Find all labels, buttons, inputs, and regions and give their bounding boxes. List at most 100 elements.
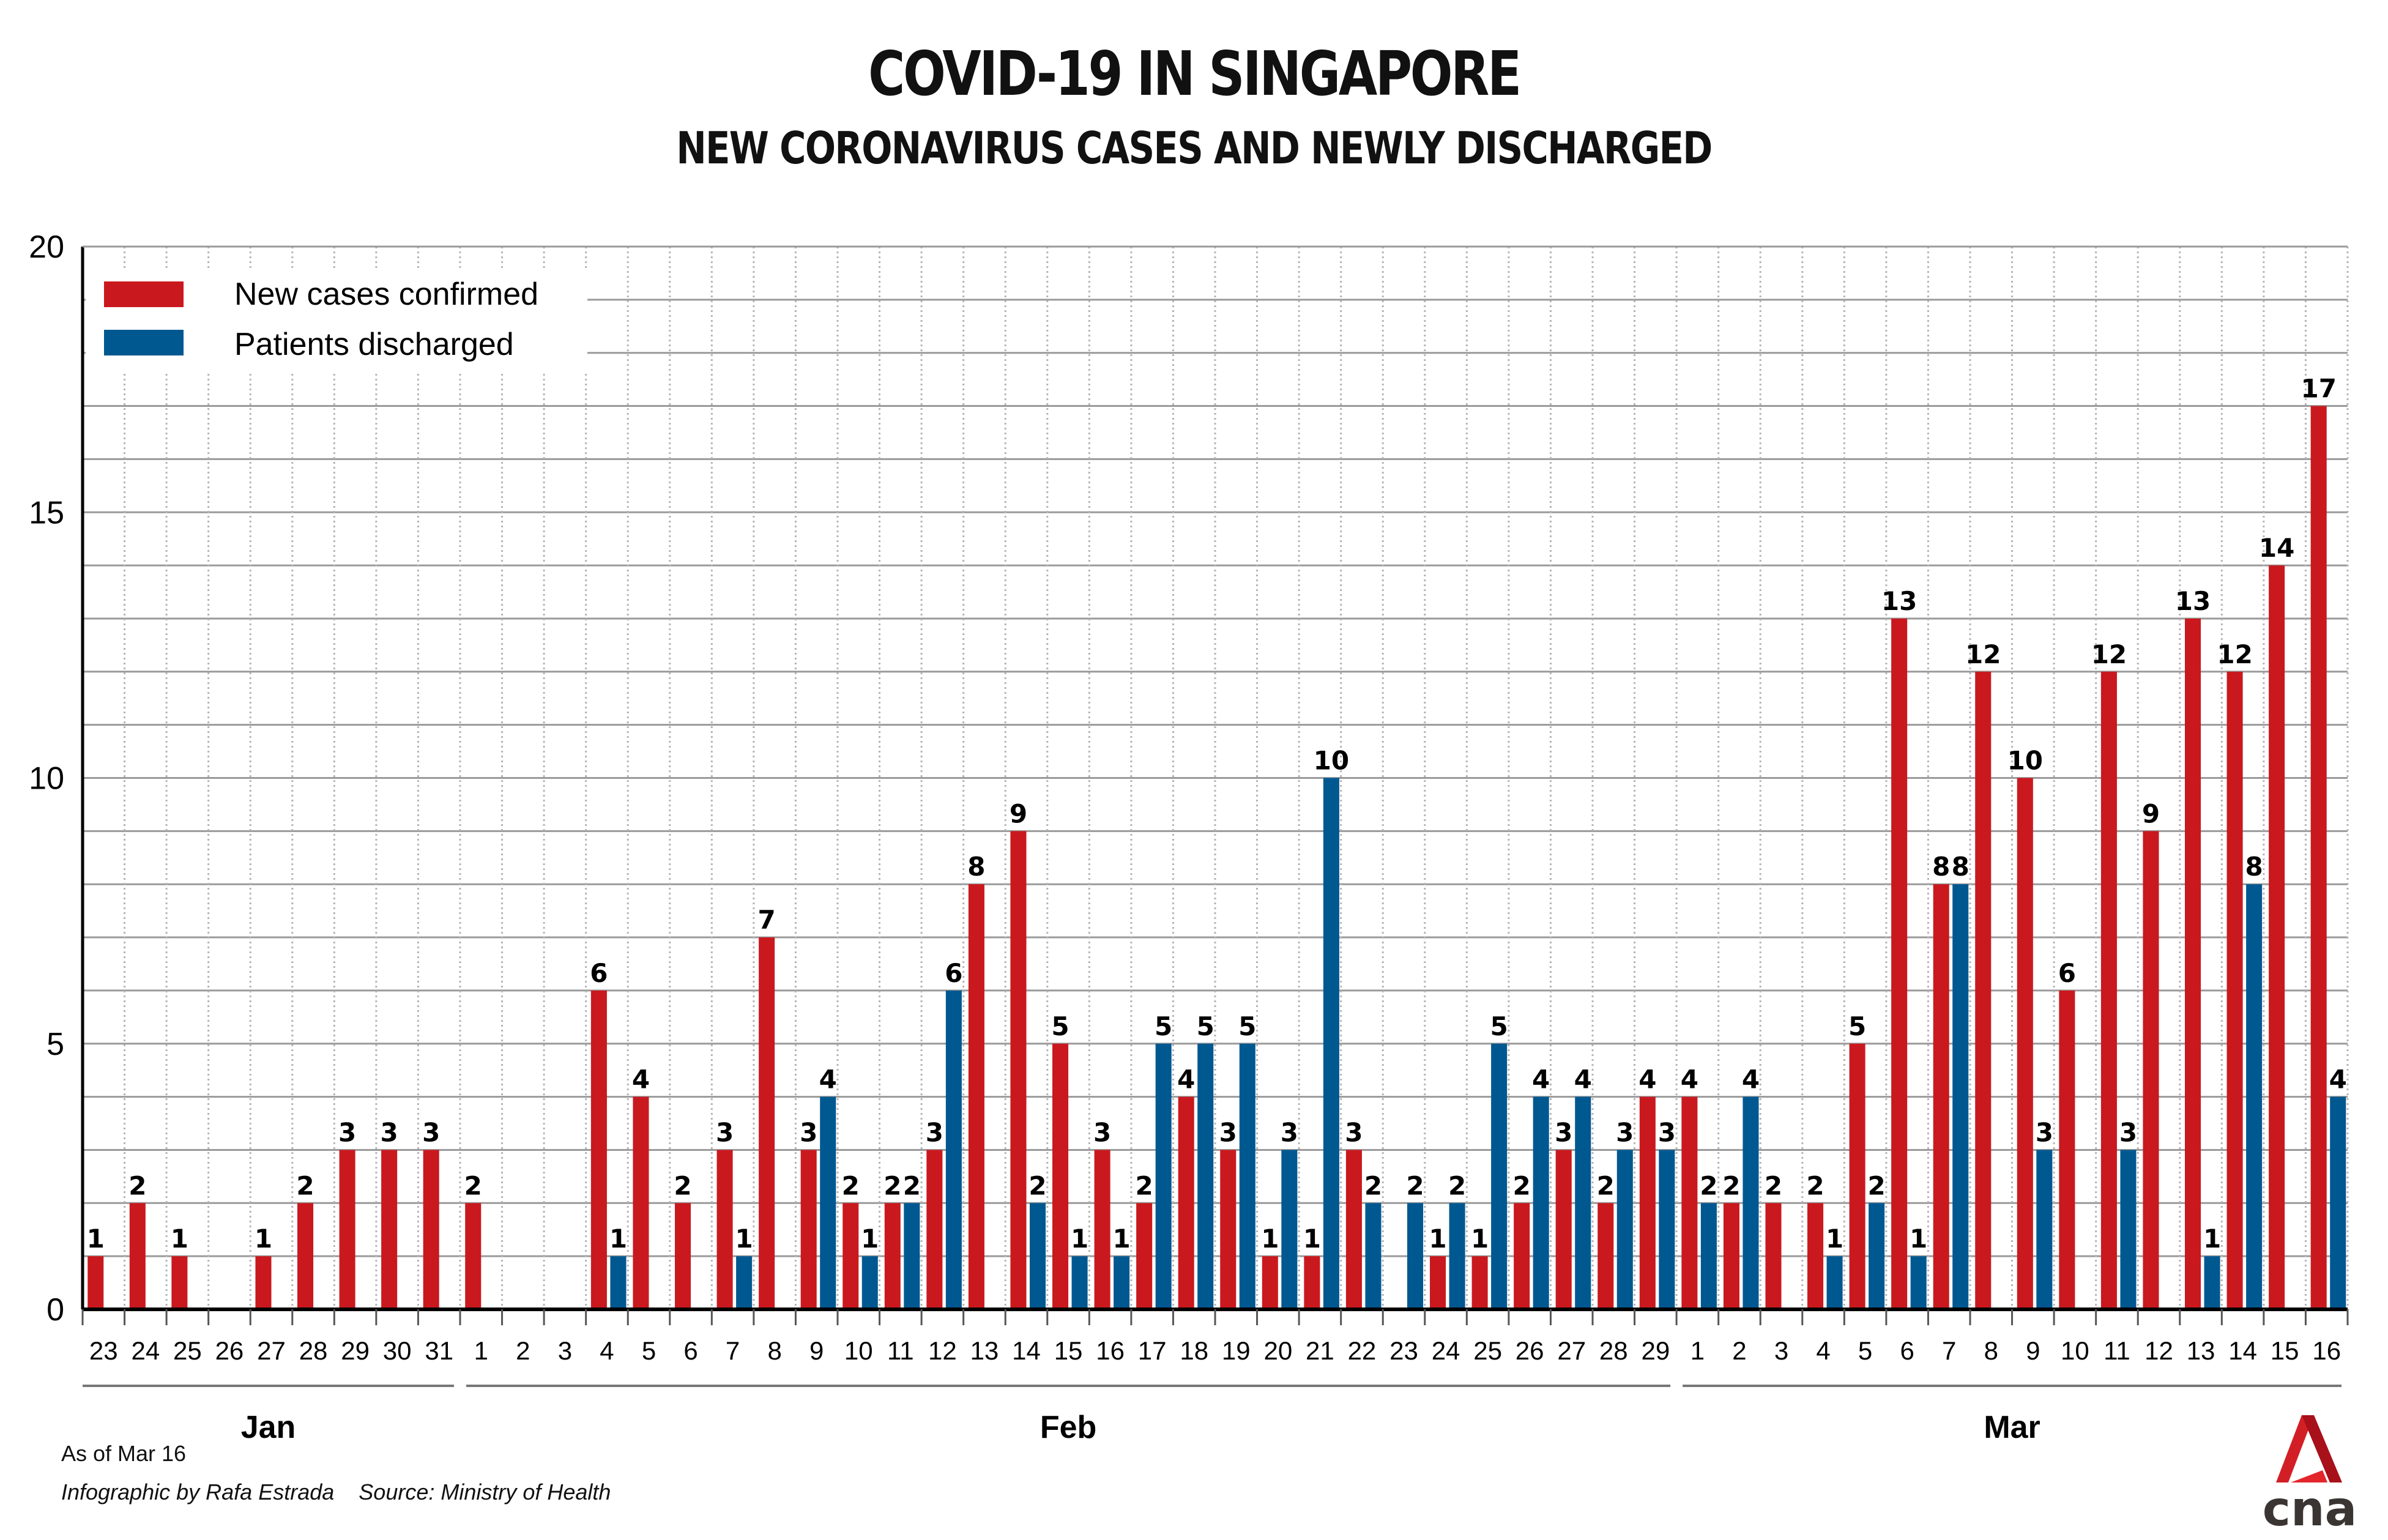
x-tick-label: 6 — [683, 1336, 697, 1365]
x-tick-label: 21 — [1306, 1336, 1334, 1365]
bar-discharged — [1952, 884, 1969, 1309]
bar-discharged — [820, 1096, 836, 1309]
data-label-discharged: 1 — [735, 1224, 753, 1254]
x-tick-label: 27 — [257, 1336, 286, 1365]
x-tick-label: 25 — [173, 1336, 202, 1365]
data-label-discharged: 8 — [1952, 852, 1970, 882]
x-tick-label: 10 — [2061, 1336, 2089, 1365]
bar-new-cases — [423, 1150, 439, 1309]
x-tick-label: 29 — [341, 1336, 370, 1365]
bar-new-cases — [2310, 406, 2327, 1309]
x-tick-label: 29 — [1641, 1336, 1670, 1365]
bar-new-cases — [1681, 1096, 1698, 1309]
data-label-new-cases: 1 — [87, 1224, 105, 1254]
data-label-new-cases: 1 — [1261, 1224, 1279, 1254]
bar-new-cases — [87, 1256, 104, 1309]
data-label-new-cases: 3 — [1555, 1117, 1572, 1147]
bar-new-cases — [1430, 1256, 1446, 1309]
data-label-new-cases: 10 — [2007, 746, 2043, 776]
grid-lines — [83, 245, 2349, 1309]
bar-new-cases — [255, 1256, 272, 1309]
data-label-new-cases: 3 — [926, 1117, 943, 1147]
data-label-new-cases: 2 — [1722, 1170, 1740, 1200]
data-label-discharged: 2 — [903, 1170, 921, 1200]
legend: New cases confirmed Patients discharged — [104, 277, 538, 362]
x-tick-label: 19 — [1222, 1336, 1251, 1365]
x-tick-label: 3 — [1774, 1336, 1788, 1365]
bar-new-cases — [171, 1256, 188, 1309]
bar-discharged — [1491, 1043, 1508, 1309]
x-tick-label: 2 — [516, 1336, 530, 1365]
data-label-new-cases: 5 — [1051, 1011, 1069, 1041]
data-label-new-cases: 4 — [632, 1065, 650, 1095]
data-label-discharged: 1 — [2203, 1224, 2221, 1254]
bar-discharged — [1239, 1043, 1255, 1309]
x-tick-label: 23 — [1389, 1336, 1418, 1365]
bar-new-cases — [1262, 1256, 1278, 1309]
bar-discharged — [1575, 1096, 1591, 1309]
bar-new-cases — [2185, 618, 2201, 1310]
bar-new-cases — [1555, 1150, 1572, 1309]
legend-swatch-discharged — [104, 330, 184, 355]
x-tick-label: 12 — [2144, 1336, 2173, 1365]
data-label-new-cases: 2 — [296, 1170, 314, 1200]
bar-new-cases — [1136, 1203, 1153, 1309]
data-label-new-cases: 2 — [883, 1170, 901, 1200]
x-tick-label: 1 — [1691, 1336, 1705, 1365]
bar-new-cases — [381, 1150, 398, 1309]
bar-discharged — [1700, 1203, 1717, 1309]
data-label-new-cases: 3 — [716, 1117, 734, 1147]
legend-label-new-cases: New cases confirmed — [234, 277, 538, 312]
data-label-new-cases: 8 — [967, 852, 985, 882]
bar-discharged — [1114, 1256, 1130, 1309]
data-label-discharged: 4 — [819, 1065, 837, 1095]
bar-discharged — [1910, 1256, 1927, 1309]
data-label-new-cases: 1 — [255, 1224, 272, 1254]
credits: Infographic by Rafa Estrada Source: Mini… — [61, 1479, 629, 1505]
data-label-discharged: 4 — [1574, 1065, 1592, 1095]
x-tick-label: 7 — [726, 1336, 740, 1365]
bar-discharged — [1407, 1203, 1424, 1309]
bar-new-cases — [1220, 1150, 1237, 1309]
data-label-new-cases: 3 — [1219, 1117, 1237, 1147]
bar-discharged — [1869, 1203, 1885, 1309]
bar-new-cases — [716, 1150, 733, 1309]
data-label-new-cases: 9 — [1010, 798, 1027, 828]
data-label-new-cases: 3 — [1093, 1117, 1111, 1147]
x-tick-label: 24 — [131, 1336, 160, 1365]
bar-new-cases — [297, 1203, 314, 1309]
bar-discharged — [610, 1256, 627, 1309]
bar-new-cases — [884, 1203, 901, 1309]
bar-discharged — [1743, 1096, 1759, 1309]
bar-new-cases — [1052, 1043, 1069, 1309]
bar-new-cases — [339, 1150, 355, 1309]
data-label-new-cases: 9 — [2142, 798, 2160, 828]
data-label-discharged: 2 — [1028, 1170, 1046, 1200]
data-label-new-cases: 4 — [1177, 1065, 1195, 1095]
bar-discharged — [736, 1256, 753, 1309]
y-tick-label: 10 — [29, 761, 64, 797]
y-tick-label: 0 — [46, 1292, 64, 1328]
data-label-discharged: 1 — [1071, 1224, 1088, 1254]
bar-new-cases — [675, 1203, 691, 1309]
data-label-discharged: 2 — [1700, 1170, 1717, 1200]
x-tick-label: 16 — [1096, 1336, 1125, 1365]
bar-discharged — [1365, 1203, 1382, 1309]
data-label-new-cases: 7 — [758, 905, 776, 935]
x-tick-label: 25 — [1473, 1336, 1502, 1365]
data-source: Source: Ministry of Health — [359, 1479, 611, 1505]
bar-discharged — [2204, 1256, 2220, 1309]
bar-new-cases — [968, 884, 984, 1309]
x-tick-label: 8 — [1984, 1336, 1998, 1365]
bar-new-cases — [1094, 1150, 1110, 1309]
data-label-new-cases: 2 — [464, 1170, 482, 1200]
data-label-new-cases: 2 — [1513, 1170, 1531, 1200]
bar-discharged — [1616, 1150, 1633, 1309]
x-tick-label: 24 — [1432, 1336, 1460, 1365]
x-tick-label: 26 — [1516, 1336, 1544, 1365]
bar-discharged — [1323, 778, 1339, 1309]
bar-discharged — [1155, 1043, 1172, 1309]
data-label-new-cases: 1 — [171, 1224, 188, 1254]
bar-new-cases — [1598, 1203, 1614, 1309]
